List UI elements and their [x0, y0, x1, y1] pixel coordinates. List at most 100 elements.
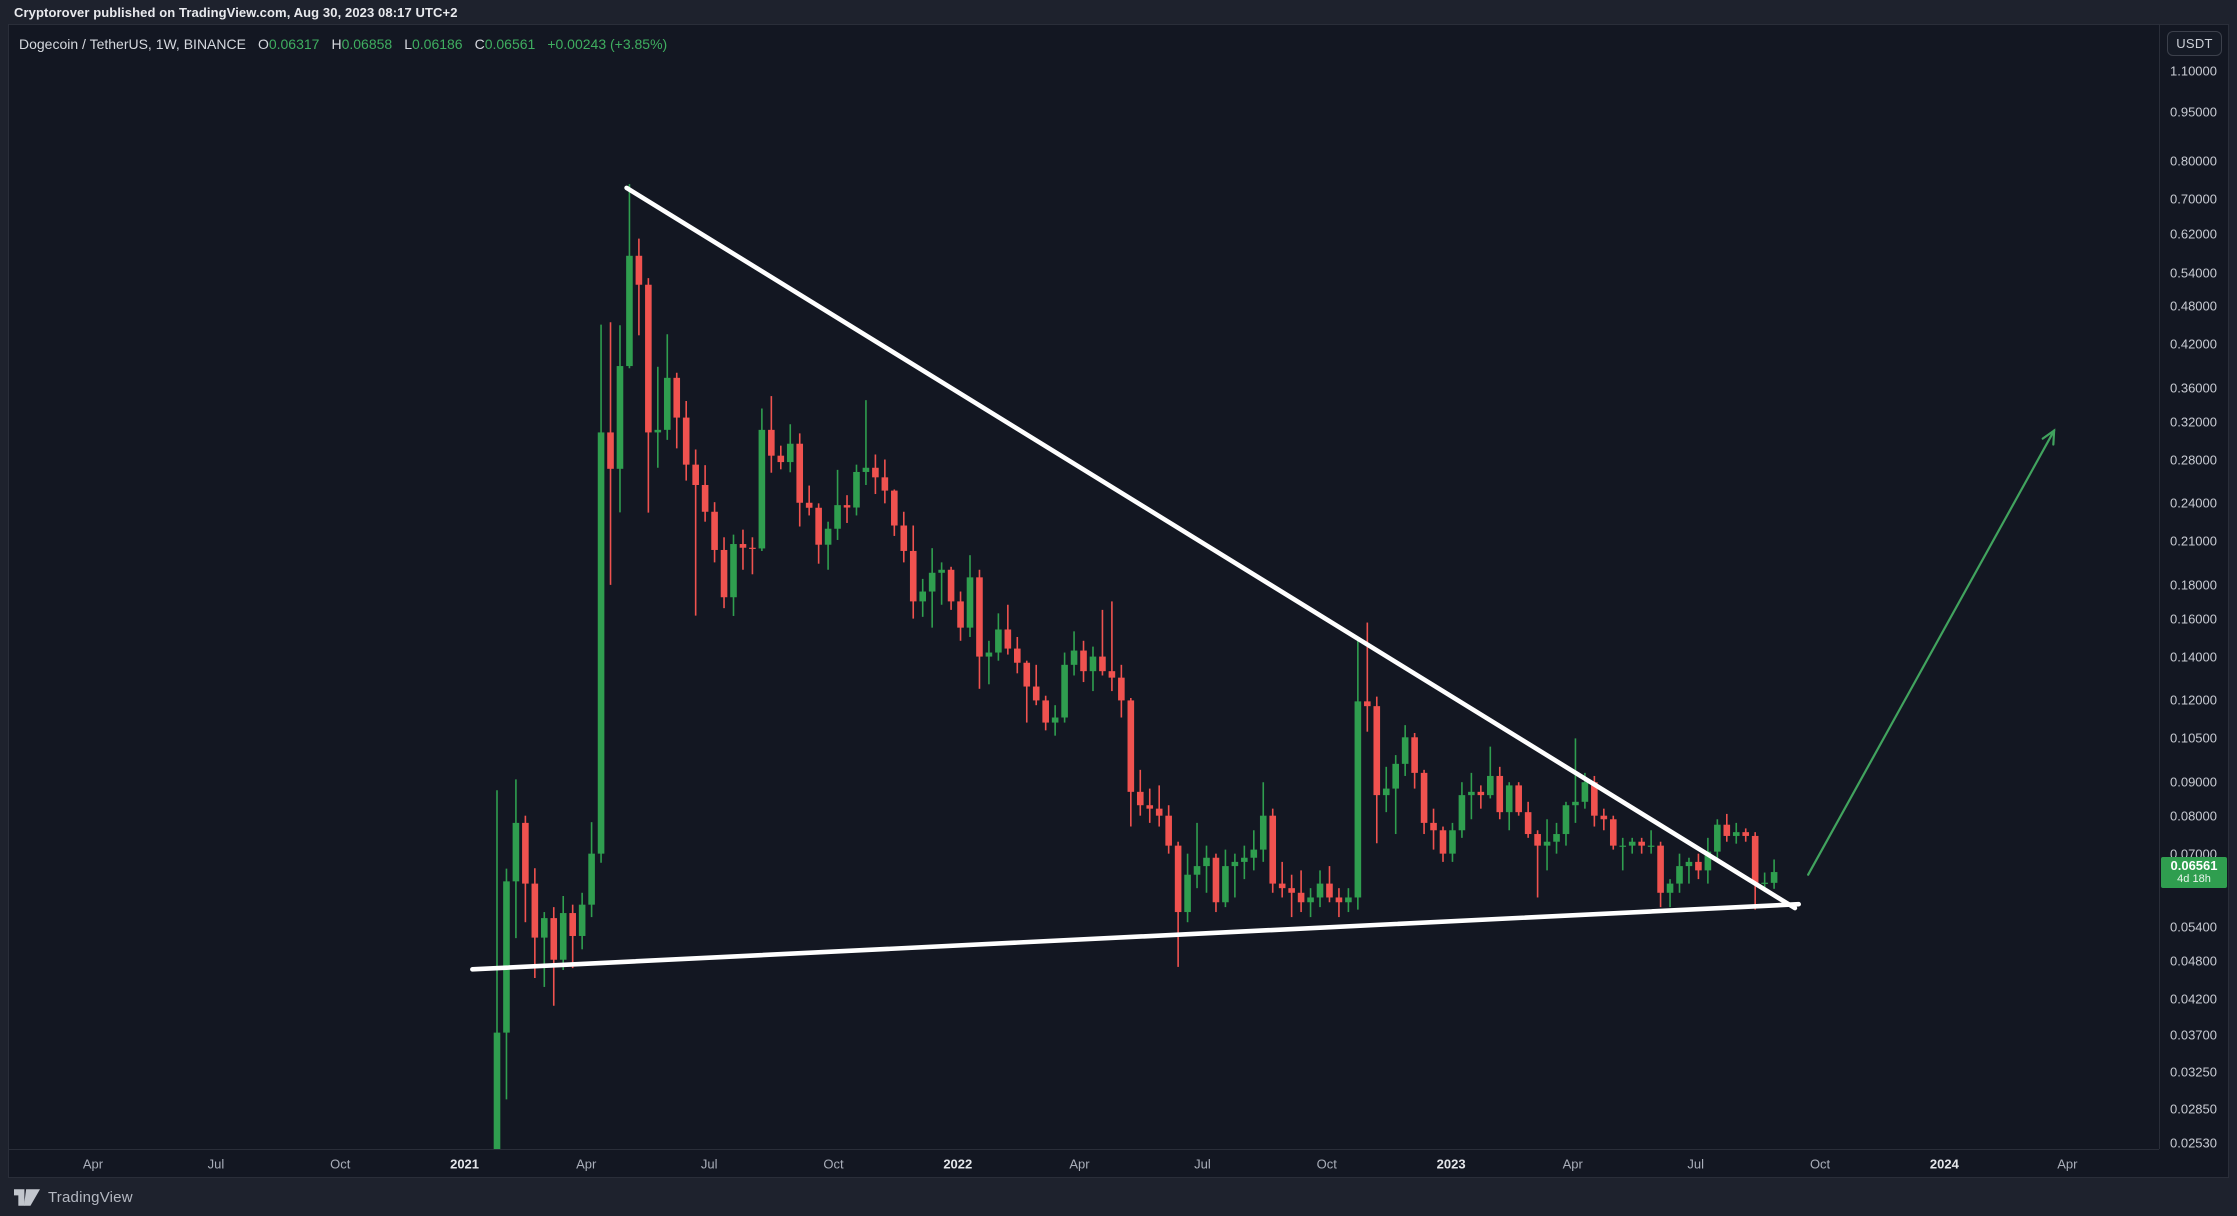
candle: [1534, 830, 1541, 898]
price-axis[interactable]: USDT 1.10000 0.95000 0.80000 0.70000 0.62000…: [2159, 25, 2228, 1151]
candle: [1458, 782, 1466, 838]
candle: [701, 465, 709, 522]
candle: [626, 184, 633, 369]
time-axis-label: Jul: [700, 1156, 718, 1171]
price-axis-label: 0.48000: [2170, 298, 2217, 314]
candle: [1307, 888, 1314, 918]
candle: [843, 495, 851, 523]
candle: [503, 868, 510, 1100]
candle: [569, 904, 576, 969]
candle: [1288, 874, 1295, 918]
chart-canvas[interactable]: [9, 25, 2159, 1149]
candle: [1032, 664, 1040, 706]
candle: [966, 555, 974, 637]
candle: [720, 537, 728, 609]
symbol-title[interactable]: Dogecoin / TetherUS, 1W, BINANCE: [19, 36, 246, 52]
candle: [1638, 837, 1645, 854]
price-axis-label: 0.70000: [2170, 191, 2217, 207]
candle: [1155, 785, 1163, 827]
candle: [541, 912, 548, 987]
candle: [682, 400, 690, 481]
candle: [1600, 808, 1608, 831]
candle: [663, 334, 671, 440]
candle: [1676, 853, 1683, 893]
candle: [1099, 609, 1106, 676]
candle: [1685, 857, 1693, 884]
candle: [1222, 849, 1229, 908]
legend-change: +0.00243 (+3.85%): [547, 36, 668, 52]
candle: [1335, 888, 1343, 918]
last-price-value: 0.06561: [2170, 857, 2218, 873]
trendlines-layer[interactable]: [470, 185, 1801, 972]
candle: [531, 868, 539, 979]
candle: [559, 896, 567, 970]
candle: [1487, 746, 1494, 799]
price-axis-label: 0.09000: [2170, 774, 2217, 790]
candle: [673, 372, 681, 449]
time-axis-label: Apr: [2057, 1156, 2078, 1171]
price-axis-label: 0.16000: [2170, 611, 2217, 627]
candle: [1524, 801, 1532, 838]
price-axis-label: 0.04800: [2170, 953, 2217, 969]
candle: [1269, 808, 1277, 893]
candle: [1042, 695, 1049, 731]
candle: [654, 366, 662, 468]
candle: [1108, 601, 1116, 692]
candle: [909, 525, 917, 619]
candle: [1420, 769, 1428, 835]
time-axis-label: 2023: [1436, 1156, 1466, 1171]
tradingview-logo-icon[interactable]: [14, 1188, 40, 1206]
symbol-legend[interactable]: Dogecoin / TetherUS, 1W, BINANCE O0.0631…: [19, 33, 667, 55]
time-axis-label: Oct: [1809, 1156, 1831, 1171]
legend-open: O0.06317: [257, 36, 320, 52]
currency-toggle-button[interactable]: USDT: [2167, 31, 2222, 56]
price-axis-label: 0.80000: [2170, 153, 2217, 169]
time-axis-label: Apr: [82, 1156, 104, 1171]
chart-frame: Dogecoin / TetherUS, 1W, BINANCE O0.0631…: [8, 24, 2229, 1178]
candle: [891, 489, 898, 536]
trendline-lower-support[interactable]: [470, 901, 1801, 972]
breakout-arrow[interactable]: [1807, 428, 2056, 876]
candle: [957, 591, 964, 641]
candle: [550, 907, 558, 1006]
candle: [1609, 815, 1617, 850]
price-axis-label: 0.02530: [2170, 1135, 2217, 1151]
tradingview-brand-text[interactable]: TradingView: [48, 1188, 133, 1206]
candle: [834, 469, 841, 540]
candle: [739, 529, 747, 570]
candle: [1345, 888, 1352, 913]
candle: [1695, 853, 1702, 880]
candle: [1165, 805, 1172, 854]
candle: [1326, 866, 1333, 903]
candle: [1505, 782, 1513, 831]
candle: [824, 521, 832, 570]
chart-plot-area[interactable]: Dogecoin / TetherUS, 1W, BINANCE O0.0631…: [9, 25, 2159, 1149]
candle: [1543, 819, 1551, 871]
candle: [1439, 826, 1447, 862]
candle: [1382, 766, 1390, 813]
trendline-upper-resistance[interactable]: [624, 185, 1798, 911]
candle: [1146, 788, 1154, 823]
price-axis-label: 0.42000: [2170, 336, 2217, 352]
price-axis-label: 0.36000: [2170, 380, 2217, 396]
candle: [995, 613, 1002, 661]
candle: [1751, 832, 1759, 910]
candle: [1023, 660, 1031, 723]
candle: [1619, 837, 1627, 871]
candle: [1089, 646, 1097, 692]
candle: [588, 822, 595, 918]
candle: [1193, 822, 1201, 889]
candle: [1184, 853, 1191, 923]
price-axis-label: 0.28000: [2170, 452, 2217, 468]
candle: [938, 562, 945, 605]
time-axis[interactable]: Apr Jul Oct 2021 Apr Jul Oct 2022 Apr Jul Oct 2023 A…: [9, 1149, 2159, 1177]
time-axis-label: 2022: [943, 1156, 973, 1171]
candle: [1770, 859, 1778, 889]
candle: [1666, 879, 1674, 908]
candles-layer: [493, 184, 1778, 1149]
candle: [1401, 725, 1409, 776]
candle: [1572, 738, 1579, 823]
price-axis-label: 0.14000: [2170, 649, 2217, 665]
candle: [1241, 845, 1248, 880]
price-axis-label: 0.02850: [2170, 1101, 2217, 1117]
